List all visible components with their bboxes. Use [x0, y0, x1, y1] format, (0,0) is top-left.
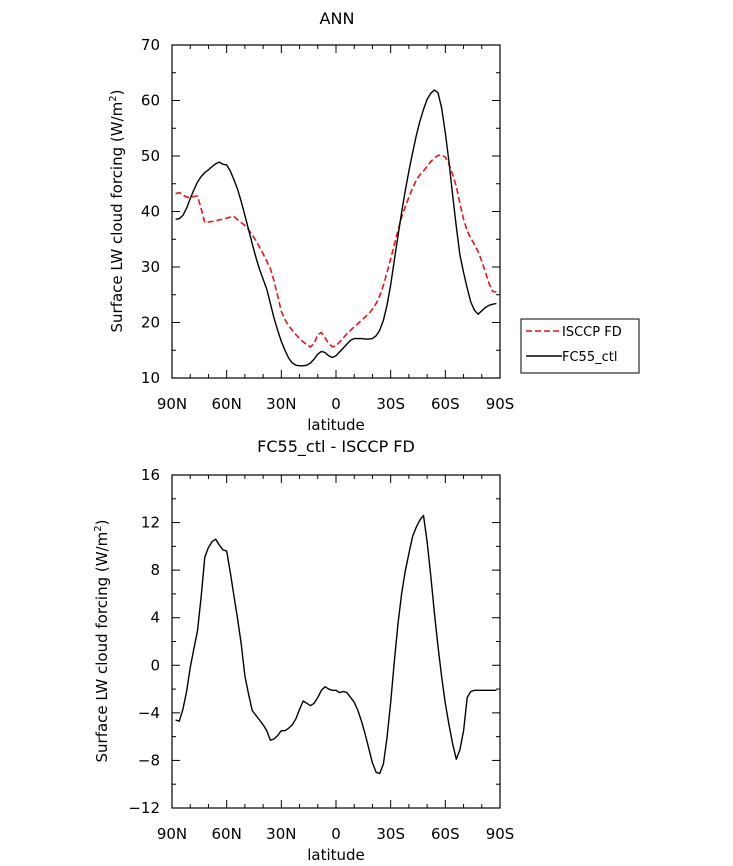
x-tick-label: 60S — [431, 395, 460, 413]
series-group — [175, 514, 497, 775]
tick-marks — [171, 474, 501, 809]
y-tick-label: 10 — [141, 369, 160, 387]
x-tick-label: 0 — [331, 395, 341, 413]
y-tick-label: 8 — [150, 561, 160, 579]
y-tick-label: −8 — [138, 751, 160, 769]
x-tick-labels: 90N 60N 30N 0 30S 60S 90S — [157, 395, 514, 413]
y-tick-label: 16 — [141, 466, 160, 484]
y-tick-label: −12 — [128, 799, 160, 817]
y-tick-label: 12 — [141, 514, 160, 532]
x-tick-label: 0 — [331, 825, 341, 843]
x-axis-label: latitude — [307, 846, 365, 864]
x-tick-label: 30S — [376, 395, 405, 413]
x-tick-label: 60N — [212, 395, 242, 413]
y-tick-label: 70 — [141, 36, 160, 54]
legend-box — [520, 318, 640, 374]
y-axis-label: Surface LW cloud forcing (W/m2) — [108, 90, 126, 333]
y-axis-label: Surface LW cloud forcing (W/m2) — [93, 520, 111, 763]
y-tick-label: 40 — [141, 203, 160, 221]
chart-title: ANN — [320, 9, 355, 28]
legend-label-fc55-ctl: FC55_ctl — [562, 350, 617, 365]
y-tick-label: 60 — [141, 92, 160, 110]
x-tick-label: 30S — [376, 825, 405, 843]
legend-label-isccp-fd: ISCCP FD — [562, 325, 622, 340]
legend: ISCCP FD FC55_ctl — [520, 318, 640, 374]
plot-frame — [171, 44, 501, 379]
x-tick-label: 30N — [266, 395, 296, 413]
series-group — [175, 89, 497, 367]
series-line-difference — [175, 514, 497, 775]
plot-frame — [171, 474, 501, 809]
y-tick-label: 4 — [150, 609, 160, 627]
x-tick-label: 60N — [212, 825, 242, 843]
tick-marks — [171, 44, 501, 379]
x-tick-labels: 90N 60N 30N 0 30S 60S 90S — [157, 825, 514, 843]
y-tick-label: 30 — [141, 258, 160, 276]
y-tick-label: −4 — [138, 704, 160, 722]
y-tick-label: 50 — [141, 147, 160, 165]
x-tick-label: 30N — [266, 825, 296, 843]
series-line-isccp-fd — [175, 154, 497, 348]
x-tick-label: 90N — [157, 825, 187, 843]
panel-annual: ANN 10 20 30 40 50 60 70 90N 60N 30N 0 30S 60S 90S l… — [108, 9, 640, 434]
y-tick-label: 20 — [141, 314, 160, 332]
y-tick-labels: 10 20 30 40 50 60 70 — [141, 36, 160, 387]
x-tick-label: 90S — [486, 395, 515, 413]
y-tick-label: 0 — [150, 656, 160, 674]
x-tick-label: 60S — [431, 825, 460, 843]
series-line-fc55-ctl — [175, 89, 497, 367]
panel-difference: FC55_ctl - ISCCP FD −12 −8 −4 0 4 8 12 16 90N 60… — [93, 437, 514, 864]
y-tick-labels: −12 −8 −4 0 4 8 12 16 — [128, 466, 160, 817]
x-axis-label: latitude — [307, 416, 365, 434]
chart-title: FC55_ctl - ISCCP FD — [257, 437, 415, 457]
x-tick-label: 90S — [486, 825, 515, 843]
x-tick-label: 90N — [157, 395, 187, 413]
